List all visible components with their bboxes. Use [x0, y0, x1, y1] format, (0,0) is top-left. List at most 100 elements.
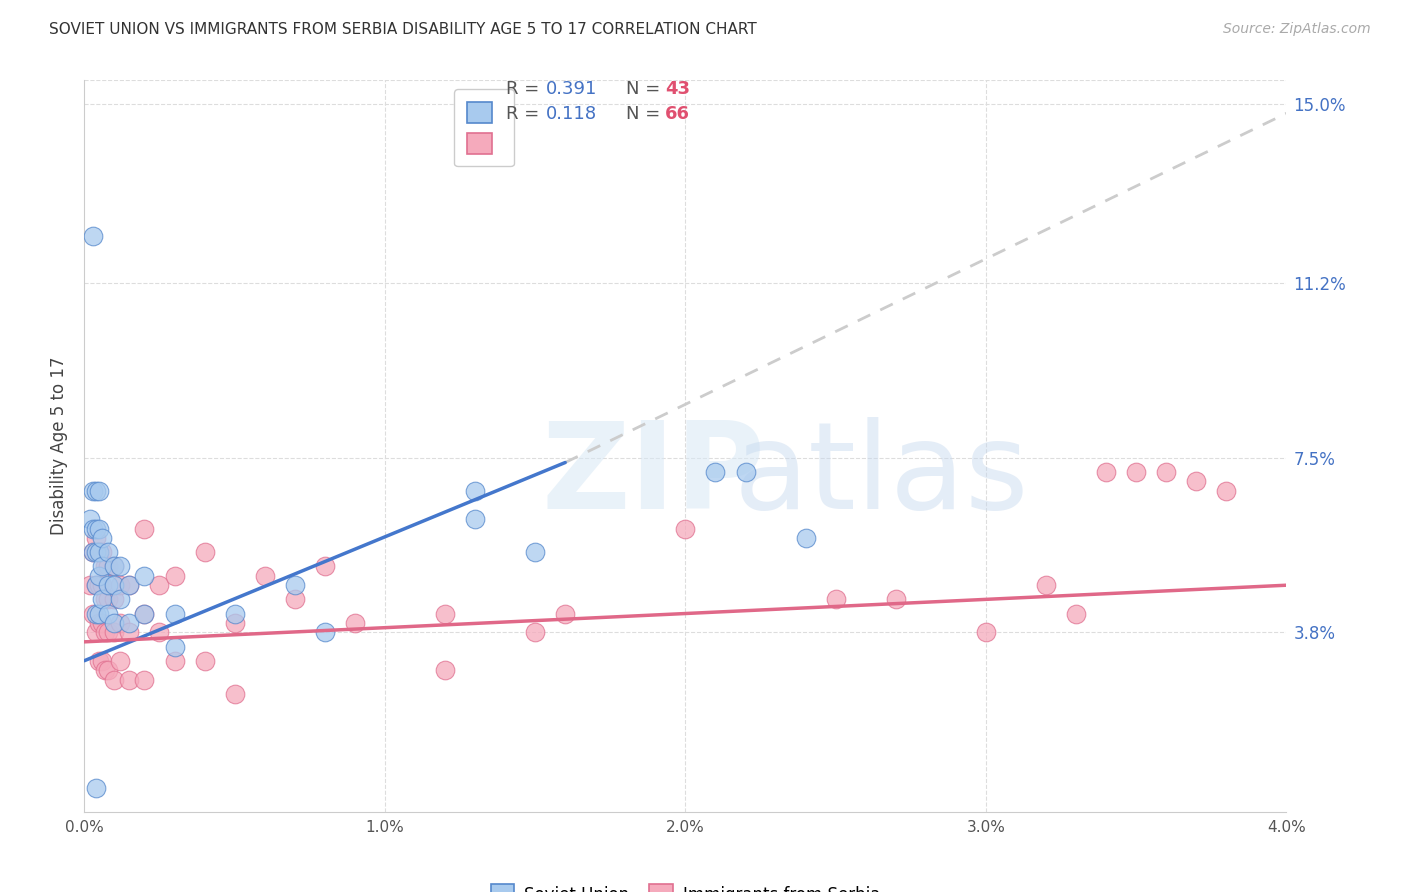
- Point: [1035, 578, 1057, 592]
- Point: [89, 522, 111, 536]
- Point: [134, 673, 156, 687]
- Text: 43: 43: [665, 80, 690, 98]
- Point: [163, 607, 186, 621]
- Point: [1156, 465, 1178, 479]
- Point: [86, 578, 108, 592]
- Point: [89, 568, 111, 582]
- Point: [734, 465, 756, 479]
- Point: [91, 545, 114, 559]
- Point: [163, 568, 186, 582]
- Point: [118, 673, 141, 687]
- Point: [97, 578, 120, 592]
- Point: [675, 522, 697, 536]
- Point: [118, 625, 141, 640]
- Point: [163, 654, 186, 668]
- Point: [103, 559, 125, 574]
- Text: 66: 66: [665, 105, 690, 123]
- Text: 0.391: 0.391: [546, 80, 598, 98]
- Point: [118, 615, 141, 630]
- Point: [97, 545, 120, 559]
- Point: [134, 522, 156, 536]
- Point: [97, 625, 120, 640]
- Point: [89, 483, 111, 498]
- Point: [91, 654, 114, 668]
- Point: [82, 545, 104, 559]
- Point: [118, 578, 141, 592]
- Point: [884, 592, 907, 607]
- Point: [148, 625, 170, 640]
- Point: [148, 578, 170, 592]
- Text: R =: R =: [506, 80, 540, 98]
- Text: ZIP: ZIP: [541, 417, 765, 533]
- Point: [434, 663, 457, 677]
- Point: [224, 687, 246, 701]
- Point: [704, 465, 727, 479]
- Point: [97, 559, 120, 574]
- Point: [89, 578, 111, 592]
- Point: [194, 545, 217, 559]
- Point: [89, 545, 111, 559]
- Point: [103, 673, 125, 687]
- Point: [110, 559, 132, 574]
- Point: [91, 578, 114, 592]
- Y-axis label: Disability Age 5 to 17: Disability Age 5 to 17: [51, 357, 69, 535]
- Text: atlas: atlas: [734, 417, 1029, 533]
- Point: [86, 625, 108, 640]
- Text: Source: ZipAtlas.com: Source: ZipAtlas.com: [1223, 22, 1371, 37]
- Point: [1125, 465, 1147, 479]
- Text: R =: R =: [506, 105, 540, 123]
- Point: [464, 512, 486, 526]
- Point: [224, 607, 246, 621]
- Point: [97, 663, 120, 677]
- Point: [79, 512, 101, 526]
- Point: [97, 607, 120, 621]
- Point: [94, 592, 117, 607]
- Point: [1215, 483, 1237, 498]
- Point: [94, 625, 117, 640]
- Point: [79, 578, 101, 592]
- Point: [103, 559, 125, 574]
- Point: [343, 615, 366, 630]
- Point: [82, 545, 104, 559]
- Point: [89, 607, 111, 621]
- Point: [284, 592, 307, 607]
- Point: [110, 578, 132, 592]
- Point: [284, 578, 307, 592]
- Point: [134, 568, 156, 582]
- Point: [118, 578, 141, 592]
- Point: [86, 531, 108, 545]
- Point: [824, 592, 846, 607]
- Point: [224, 615, 246, 630]
- Point: [110, 654, 132, 668]
- Point: [103, 592, 125, 607]
- Point: [434, 607, 457, 621]
- Point: [253, 568, 276, 582]
- Point: [82, 229, 104, 244]
- Point: [86, 578, 108, 592]
- Point: [103, 578, 125, 592]
- Point: [86, 483, 108, 498]
- Point: [103, 615, 125, 630]
- Point: [94, 559, 117, 574]
- Point: [89, 615, 111, 630]
- Point: [314, 559, 336, 574]
- Point: [314, 625, 336, 640]
- Point: [524, 625, 547, 640]
- Point: [86, 781, 108, 796]
- Point: [110, 615, 132, 630]
- Point: [91, 531, 114, 545]
- Text: 0.118: 0.118: [546, 105, 596, 123]
- Point: [86, 545, 108, 559]
- Legend: Soviet Union, Immigrants from Serbia: Soviet Union, Immigrants from Serbia: [479, 872, 891, 892]
- Point: [1064, 607, 1087, 621]
- Point: [134, 607, 156, 621]
- Point: [89, 545, 111, 559]
- Point: [554, 607, 576, 621]
- Point: [91, 592, 114, 607]
- Point: [89, 654, 111, 668]
- Point: [82, 522, 104, 536]
- Point: [110, 592, 132, 607]
- Point: [97, 592, 120, 607]
- Text: N =: N =: [626, 80, 659, 98]
- Point: [86, 522, 108, 536]
